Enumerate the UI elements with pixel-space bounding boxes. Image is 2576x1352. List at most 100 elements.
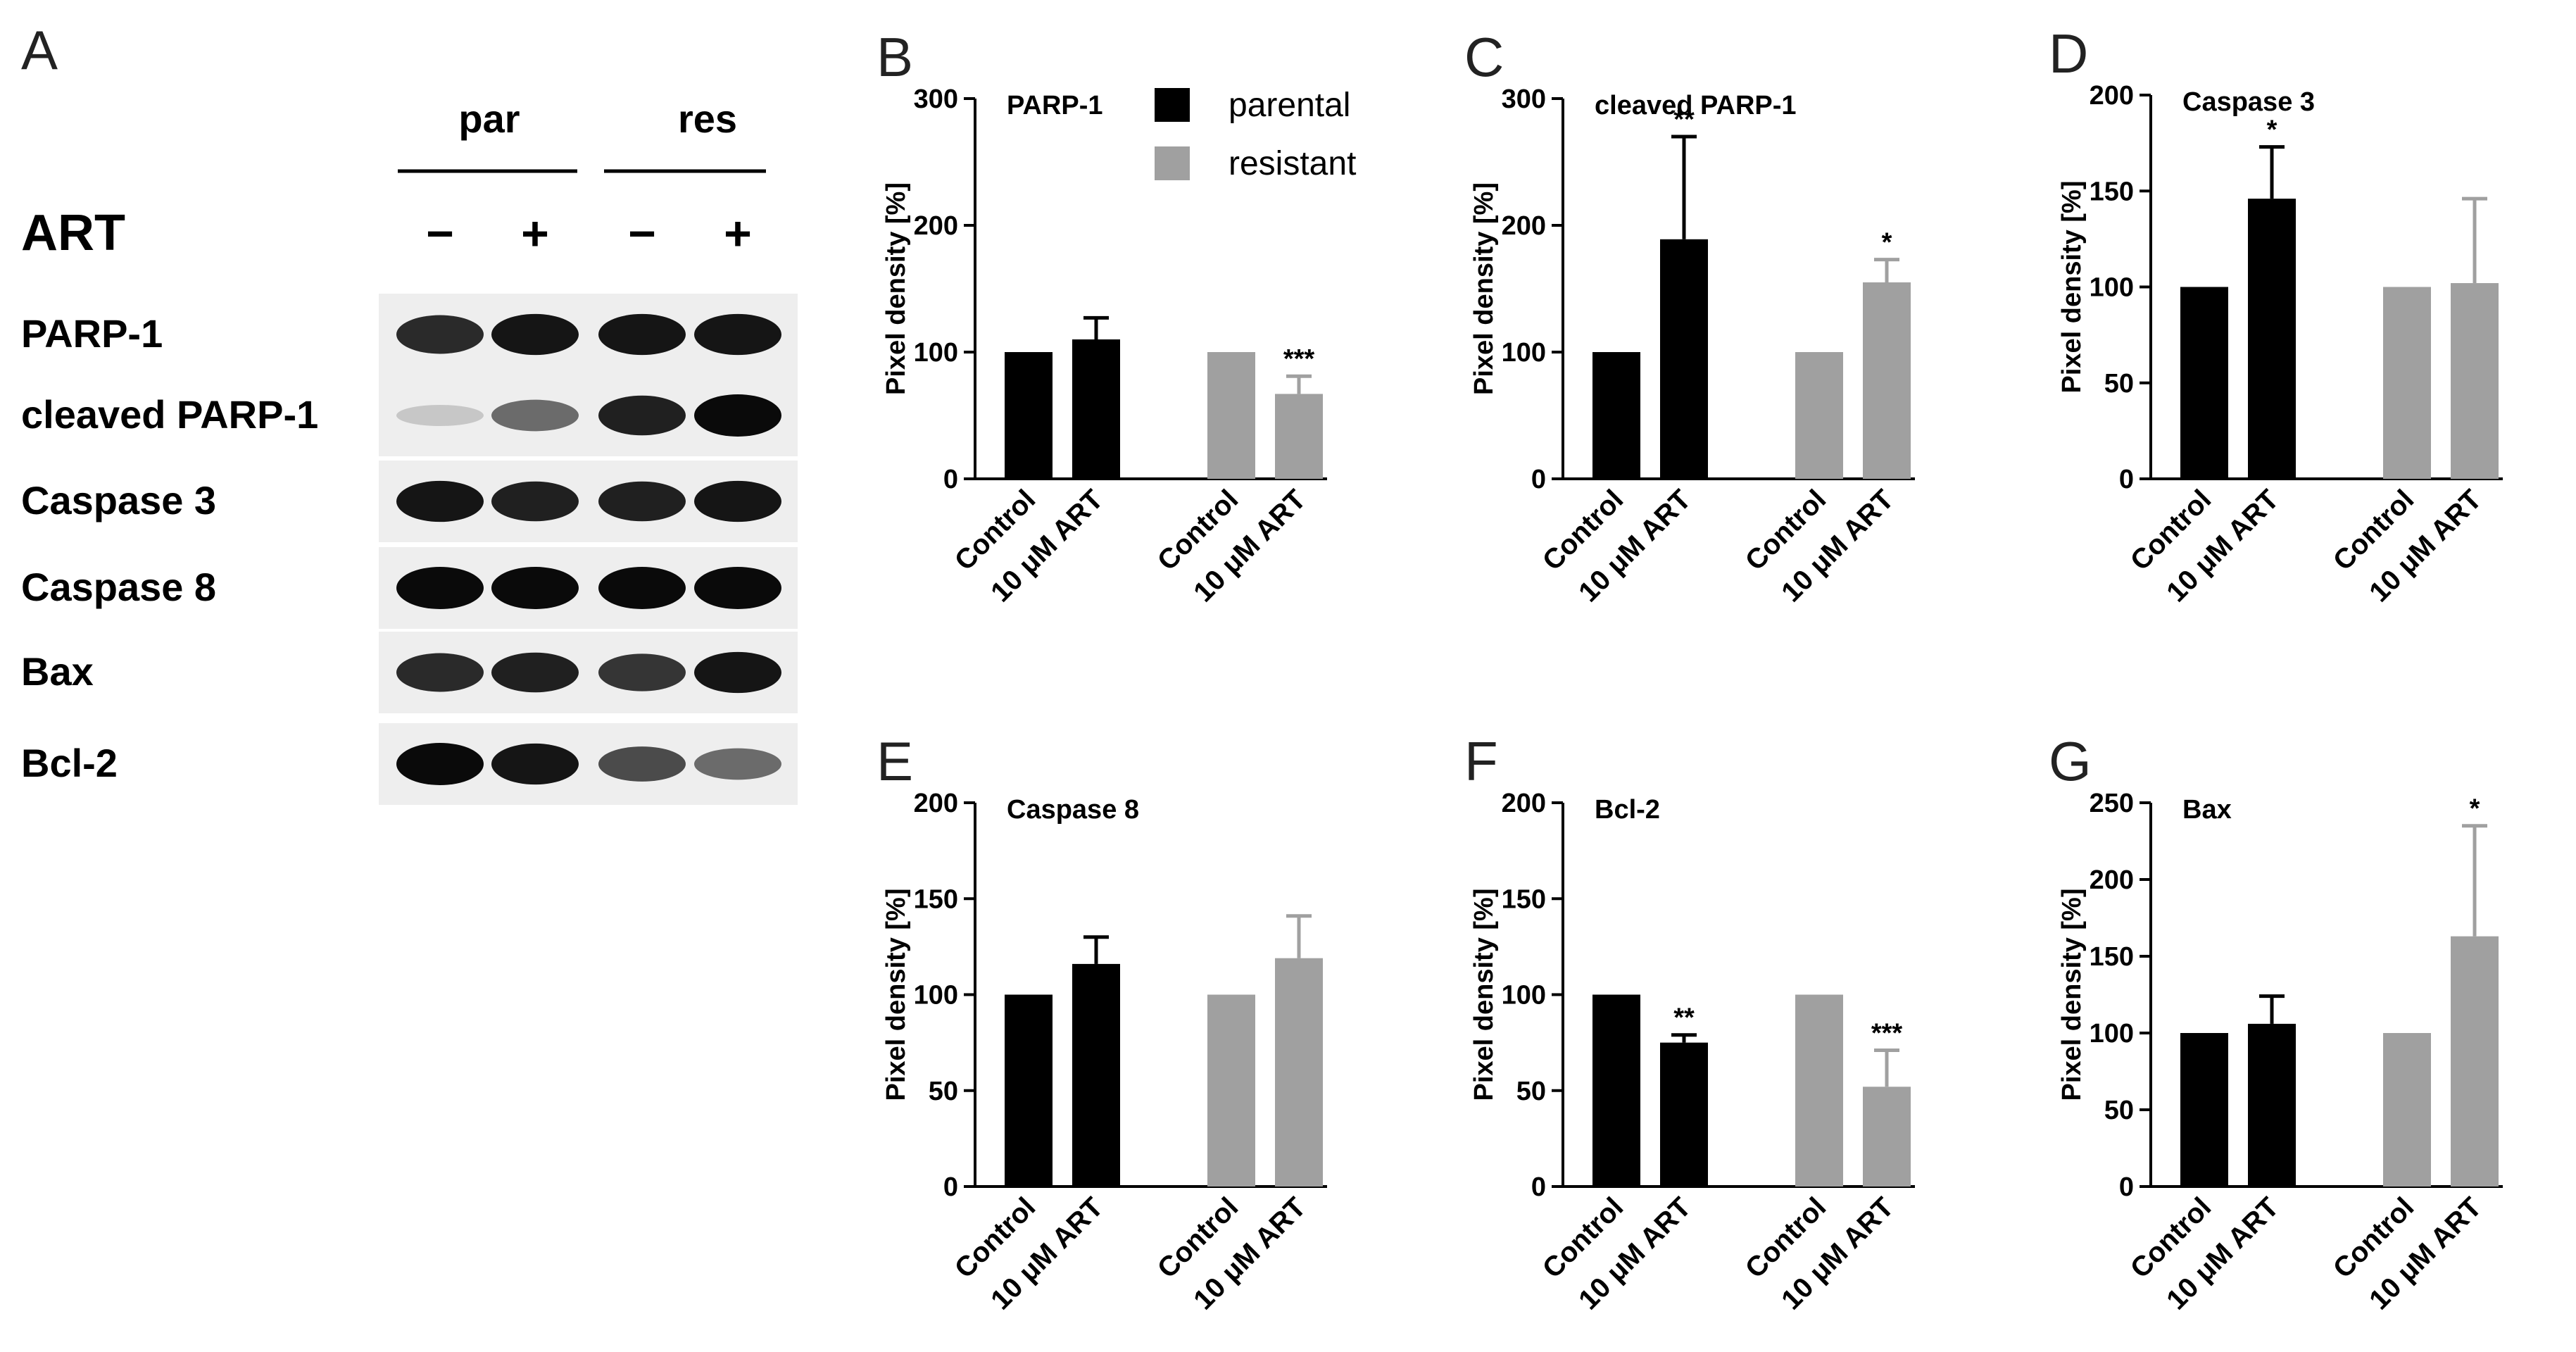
treatment-label: ART bbox=[21, 205, 125, 261]
y-tick-label: 0 bbox=[2119, 1172, 2134, 1202]
y-axis-label: Pixel density [%] bbox=[2057, 889, 2087, 1101]
chart-title: cleaved PARP-1 bbox=[1595, 91, 1797, 120]
bar-resistant-10-m-art bbox=[1863, 1087, 1911, 1187]
y-tick-label: 300 bbox=[914, 84, 958, 114]
significance-marker: ** bbox=[1673, 1003, 1695, 1033]
blot-band-caspase-3-lane-1 bbox=[396, 480, 484, 522]
chart-title: Bax bbox=[2182, 795, 2232, 825]
y-axis-label: Pixel density [%] bbox=[881, 182, 911, 395]
blot-band-bax-lane-4 bbox=[694, 651, 781, 694]
bar-parental-control bbox=[2180, 287, 2228, 479]
bar-resistant-10-m-art bbox=[1275, 394, 1323, 479]
significance-marker: * bbox=[1882, 228, 1892, 258]
y-tick-label: 200 bbox=[914, 789, 958, 818]
bar-resistant-10-m-art bbox=[2451, 936, 2499, 1187]
bar-parental-control bbox=[2180, 1033, 2228, 1187]
bar-parental-10-m-art bbox=[1660, 1042, 1708, 1187]
group-label-par: par bbox=[458, 96, 520, 141]
bar-parental-10-m-art bbox=[1660, 239, 1708, 479]
chart-title: Caspase 8 bbox=[1007, 795, 1139, 825]
y-tick-label: 150 bbox=[1502, 884, 1546, 914]
significance-marker: *** bbox=[1871, 1019, 1903, 1049]
legend-swatch-parental bbox=[1155, 88, 1190, 122]
panel-letter-c: C bbox=[1464, 26, 1504, 88]
y-tick-label: 50 bbox=[2104, 369, 2134, 399]
blot-band-cleaved-parp-1-lane-4 bbox=[694, 394, 781, 437]
significance-marker: *** bbox=[1283, 344, 1315, 374]
blot-band-caspase-8-lane-2 bbox=[491, 567, 579, 609]
y-tick-label: 150 bbox=[2090, 177, 2134, 206]
bar-resistant-10-m-art bbox=[1863, 282, 1911, 479]
blot-band-caspase-8-lane-3 bbox=[598, 567, 686, 609]
blot-band-bax-lane-3 bbox=[598, 653, 686, 691]
blot-row-label-cleaved-parp-1: cleaved PARP-1 bbox=[21, 392, 318, 437]
bar-parental-10-m-art bbox=[2248, 199, 2296, 479]
bar-resistant-10-m-art bbox=[1275, 958, 1323, 1187]
bar-resistant-10-m-art bbox=[2451, 283, 2499, 479]
chart-title: Bcl-2 bbox=[1595, 795, 1660, 825]
significance-marker: ** bbox=[1673, 105, 1695, 134]
y-axis-label: Pixel density [%] bbox=[1469, 182, 1499, 395]
blot-band-cleaved-parp-1-lane-1 bbox=[396, 404, 484, 427]
bar-resistant-control bbox=[1207, 352, 1255, 479]
blot-row-label-caspase-3: Caspase 3 bbox=[21, 478, 216, 522]
y-tick-label: 250 bbox=[2090, 789, 2134, 818]
y-tick-label: 100 bbox=[2090, 273, 2134, 303]
blot-row-label-parp-1: PARP-1 bbox=[21, 311, 163, 356]
blot-band-bcl-2-lane-4 bbox=[694, 748, 781, 780]
legend-swatch-resistant bbox=[1155, 146, 1190, 180]
bar-resistant-control bbox=[1795, 994, 1843, 1187]
blot-band-caspase-3-lane-3 bbox=[598, 481, 686, 522]
panel-letter-e: E bbox=[877, 730, 913, 792]
blot-row-label-caspase-8: Caspase 8 bbox=[21, 565, 216, 609]
blot-rows: PARP-1 cleaved PARP-1 Caspase 3 Caspase 8 Ba… bbox=[21, 294, 798, 805]
panel-letter-a: A bbox=[21, 19, 58, 81]
blot-band-parp-1-lane-3 bbox=[598, 313, 686, 356]
significance-marker: * bbox=[2470, 794, 2480, 824]
y-tick-label: 100 bbox=[1502, 338, 1546, 368]
panel-letter-b: B bbox=[877, 26, 913, 88]
western-blot-panel: A par res ART − + − + PARP-1 cleaved PARP… bbox=[21, 19, 798, 805]
sign-res-plus: + bbox=[724, 207, 752, 261]
blot-band-caspase-3-lane-2 bbox=[491, 481, 579, 522]
blot-band-cleaved-parp-1-lane-3 bbox=[598, 395, 686, 436]
bar-parental-control bbox=[1592, 352, 1640, 479]
legend-label-parental: parental bbox=[1229, 87, 1350, 124]
chart-title: Caspase 3 bbox=[2182, 87, 2315, 117]
bar-parental-control bbox=[1592, 994, 1640, 1187]
bar-resistant-control bbox=[1795, 352, 1843, 479]
blot-row-label-bax: Bax bbox=[21, 649, 94, 694]
bar-resistant-control bbox=[1207, 994, 1255, 1187]
blot-band-caspase-8-lane-1 bbox=[396, 567, 484, 609]
y-axis-label: Pixel density [%] bbox=[881, 889, 911, 1101]
blot-band-bcl-2-lane-2 bbox=[491, 743, 579, 785]
group-label-res: res bbox=[678, 96, 737, 141]
blot-band-parp-1-lane-2 bbox=[491, 313, 579, 356]
y-tick-label: 200 bbox=[1502, 211, 1546, 241]
y-tick-label: 0 bbox=[943, 1172, 958, 1202]
y-tick-label: 200 bbox=[1502, 789, 1546, 818]
y-tick-label: 150 bbox=[914, 884, 958, 914]
y-tick-label: 100 bbox=[914, 338, 958, 368]
sign-res-minus: − bbox=[628, 207, 656, 261]
y-tick-label: 100 bbox=[914, 981, 958, 1010]
y-tick-label: 200 bbox=[914, 211, 958, 241]
y-tick-label: 200 bbox=[2090, 865, 2134, 895]
blot-band-cleaved-parp-1-lane-2 bbox=[491, 399, 579, 432]
bar-parental-10-m-art bbox=[1072, 339, 1120, 479]
y-axis-label: Pixel density [%] bbox=[2057, 181, 2087, 394]
y-tick-label: 0 bbox=[2119, 465, 2134, 494]
y-tick-label: 150 bbox=[2090, 942, 2134, 972]
panel-letter-f: F bbox=[1464, 730, 1498, 792]
y-tick-label: 0 bbox=[943, 465, 958, 494]
blot-band-bcl-2-lane-1 bbox=[396, 743, 484, 785]
y-tick-label: 100 bbox=[2090, 1019, 2134, 1049]
y-tick-label: 50 bbox=[2104, 1096, 2134, 1125]
panel-letter-d: D bbox=[2049, 23, 2088, 84]
